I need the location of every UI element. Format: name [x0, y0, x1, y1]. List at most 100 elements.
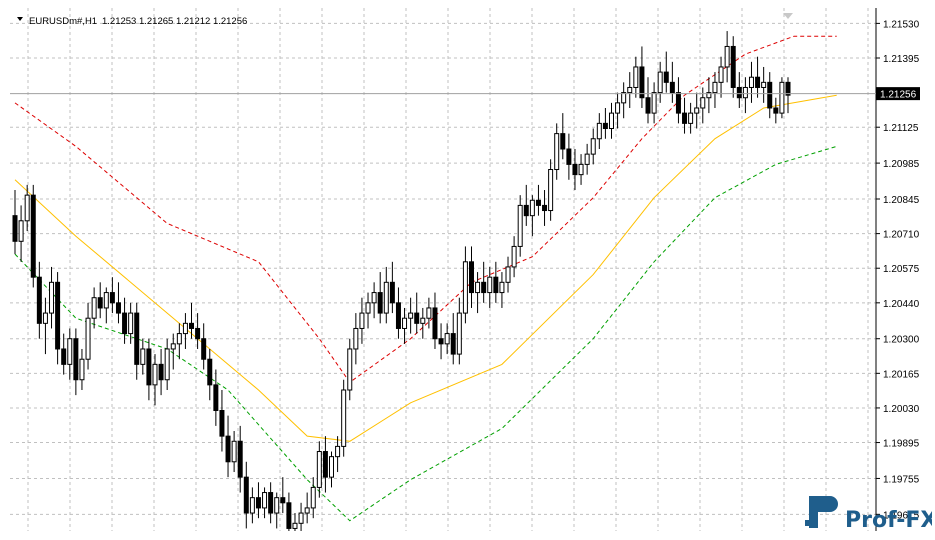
candle [195, 313, 201, 349]
candle-body-bullish [359, 312, 365, 329]
candle [395, 287, 401, 339]
candle [377, 272, 383, 324]
candle [475, 272, 481, 314]
candle [164, 338, 170, 390]
candle-body-bullish [140, 348, 146, 365]
candle [292, 513, 298, 531]
candle [596, 113, 602, 150]
candle-body-bullish [24, 194, 30, 222]
price-chart[interactable]: 1.21530 1.21395 1.21125 1.20985 1.20845 1.207… [10, 8, 932, 531]
candle-body-bearish [73, 338, 79, 381]
candle-body-bearish [377, 292, 383, 314]
candle-body-bearish [675, 92, 681, 114]
candle-body-bullish [292, 522, 298, 529]
candle-body-bullish [67, 338, 73, 365]
candle-body-bullish [627, 86, 633, 94]
candle-body-bullish [274, 497, 280, 514]
candle [590, 128, 596, 165]
candle-body-bullish [596, 122, 602, 140]
candle-body-bullish [79, 358, 85, 381]
candle [237, 425, 243, 493]
candle-body-bearish [146, 348, 152, 386]
candle-body-bullish [505, 266, 511, 283]
candle [134, 302, 140, 380]
current-price-tag: 1.21256 [876, 87, 920, 101]
candle-body-bullish [182, 322, 188, 335]
price-tick-label: 1.20300 [883, 335, 920, 346]
candle [724, 31, 730, 83]
candle-body-bullish [517, 204, 523, 247]
candle [353, 313, 359, 365]
price-tick-label: 1.20440 [883, 299, 920, 310]
candle-body-bearish [785, 81, 791, 96]
candle [706, 77, 712, 114]
candle [122, 297, 128, 344]
candle-body-bullish [590, 138, 596, 155]
candle-body-bullish [231, 440, 237, 463]
candle [304, 492, 310, 524]
candle [742, 77, 748, 114]
candle [170, 333, 176, 370]
price-tick-label: 1.19895 [883, 439, 920, 450]
candle [499, 272, 505, 308]
price-tick-label: 1.21125 [883, 123, 919, 134]
candle-body-bullish [91, 297, 97, 319]
candle [566, 133, 572, 180]
candle-body-bullish [329, 456, 335, 478]
candle-body-bullish [499, 281, 505, 294]
candle [103, 287, 109, 324]
candle [335, 436, 341, 473]
candle [12, 190, 18, 255]
candle-body-bullish [657, 71, 663, 94]
candle [420, 307, 426, 339]
candle-body-bullish [103, 292, 109, 309]
candle-body-bearish [468, 261, 474, 294]
candlestick-series [12, 31, 791, 531]
prof-fx-logo: Prof-FX [805, 496, 932, 530]
candle-body-bullish [475, 281, 481, 294]
candle [280, 477, 286, 514]
candle [554, 123, 560, 180]
price-tick-label: 1.19615 [883, 510, 920, 521]
candle [602, 107, 608, 139]
candle [548, 159, 554, 221]
candle [651, 82, 657, 124]
candle [85, 302, 91, 370]
candle [55, 272, 61, 365]
candle-body-bullish [249, 497, 255, 514]
candle [675, 77, 681, 124]
candle-body-bearish [560, 133, 566, 150]
candle-body-bullish [176, 333, 182, 345]
candle-body-bullish [578, 163, 584, 176]
candle [462, 246, 468, 324]
candle [584, 143, 590, 175]
candle [621, 82, 627, 119]
current-price-label: 1.21256 [880, 90, 917, 101]
candle-body-bullish [408, 312, 414, 319]
candle-body-bearish [493, 276, 499, 294]
candle [402, 307, 408, 344]
candle [748, 61, 754, 103]
candle-body-bearish [602, 122, 608, 129]
candle [505, 256, 511, 293]
triangle-down-icon[interactable] [17, 17, 23, 21]
candle-body-bullish [262, 492, 268, 509]
candle-body-bearish [201, 338, 207, 360]
candle [767, 72, 773, 119]
candle-body-bullish [724, 45, 730, 68]
candle-body-bullish [608, 112, 614, 129]
candle [67, 328, 73, 380]
candle-body-bullish [554, 133, 560, 171]
candle [608, 102, 614, 139]
candle [523, 184, 529, 226]
candle-body-bearish [243, 476, 249, 514]
candle [365, 292, 371, 329]
candle-body-bearish [438, 338, 444, 345]
candle [517, 195, 523, 257]
candle-body-bullish [85, 317, 91, 360]
candle-body-bearish [432, 307, 438, 340]
candle [219, 389, 225, 452]
candle-body-bearish [669, 81, 675, 94]
candle-body-bearish [189, 322, 195, 329]
candle [49, 266, 55, 329]
